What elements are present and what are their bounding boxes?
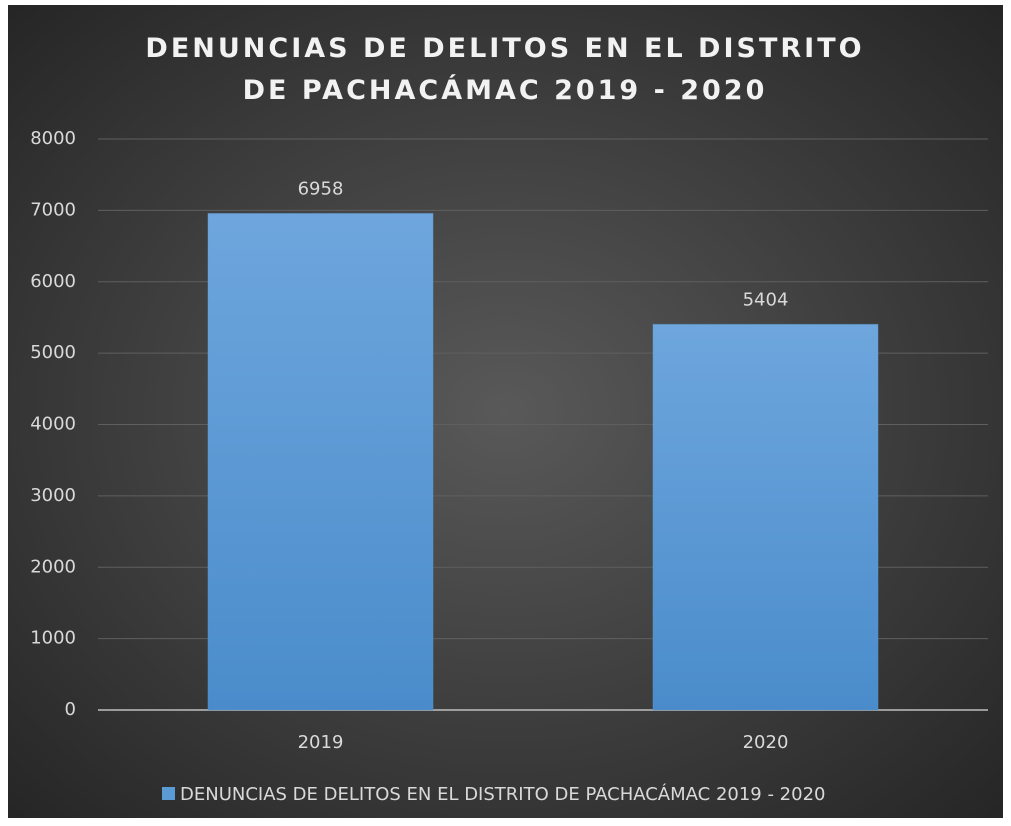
y-tick-label: 2000 xyxy=(30,556,76,577)
y-tick-label: 5000 xyxy=(30,342,76,363)
y-tick-label: 3000 xyxy=(30,485,76,506)
y-tick-label: 4000 xyxy=(30,414,76,435)
y-tick-label: 7000 xyxy=(30,199,76,220)
bar xyxy=(652,323,879,711)
legend-swatch xyxy=(162,787,175,800)
data-label: 5404 xyxy=(743,289,789,310)
x-tick-label: 2019 xyxy=(298,732,344,753)
y-tick-label: 8000 xyxy=(30,128,76,149)
legend-label: DENUNCIAS DE DELITOS EN EL DISTRITO DE P… xyxy=(180,783,826,805)
bar xyxy=(207,212,434,711)
y-tick-label: 6000 xyxy=(30,271,76,292)
y-tick-label: 0 xyxy=(65,699,76,720)
y-tick-label: 1000 xyxy=(30,628,76,649)
data-label: 6958 xyxy=(298,178,344,199)
x-tick-label: 2020 xyxy=(743,732,789,753)
chart-title: DENUNCIAS DE DELITOS EN EL DISTRITO DE P… xyxy=(145,33,865,106)
